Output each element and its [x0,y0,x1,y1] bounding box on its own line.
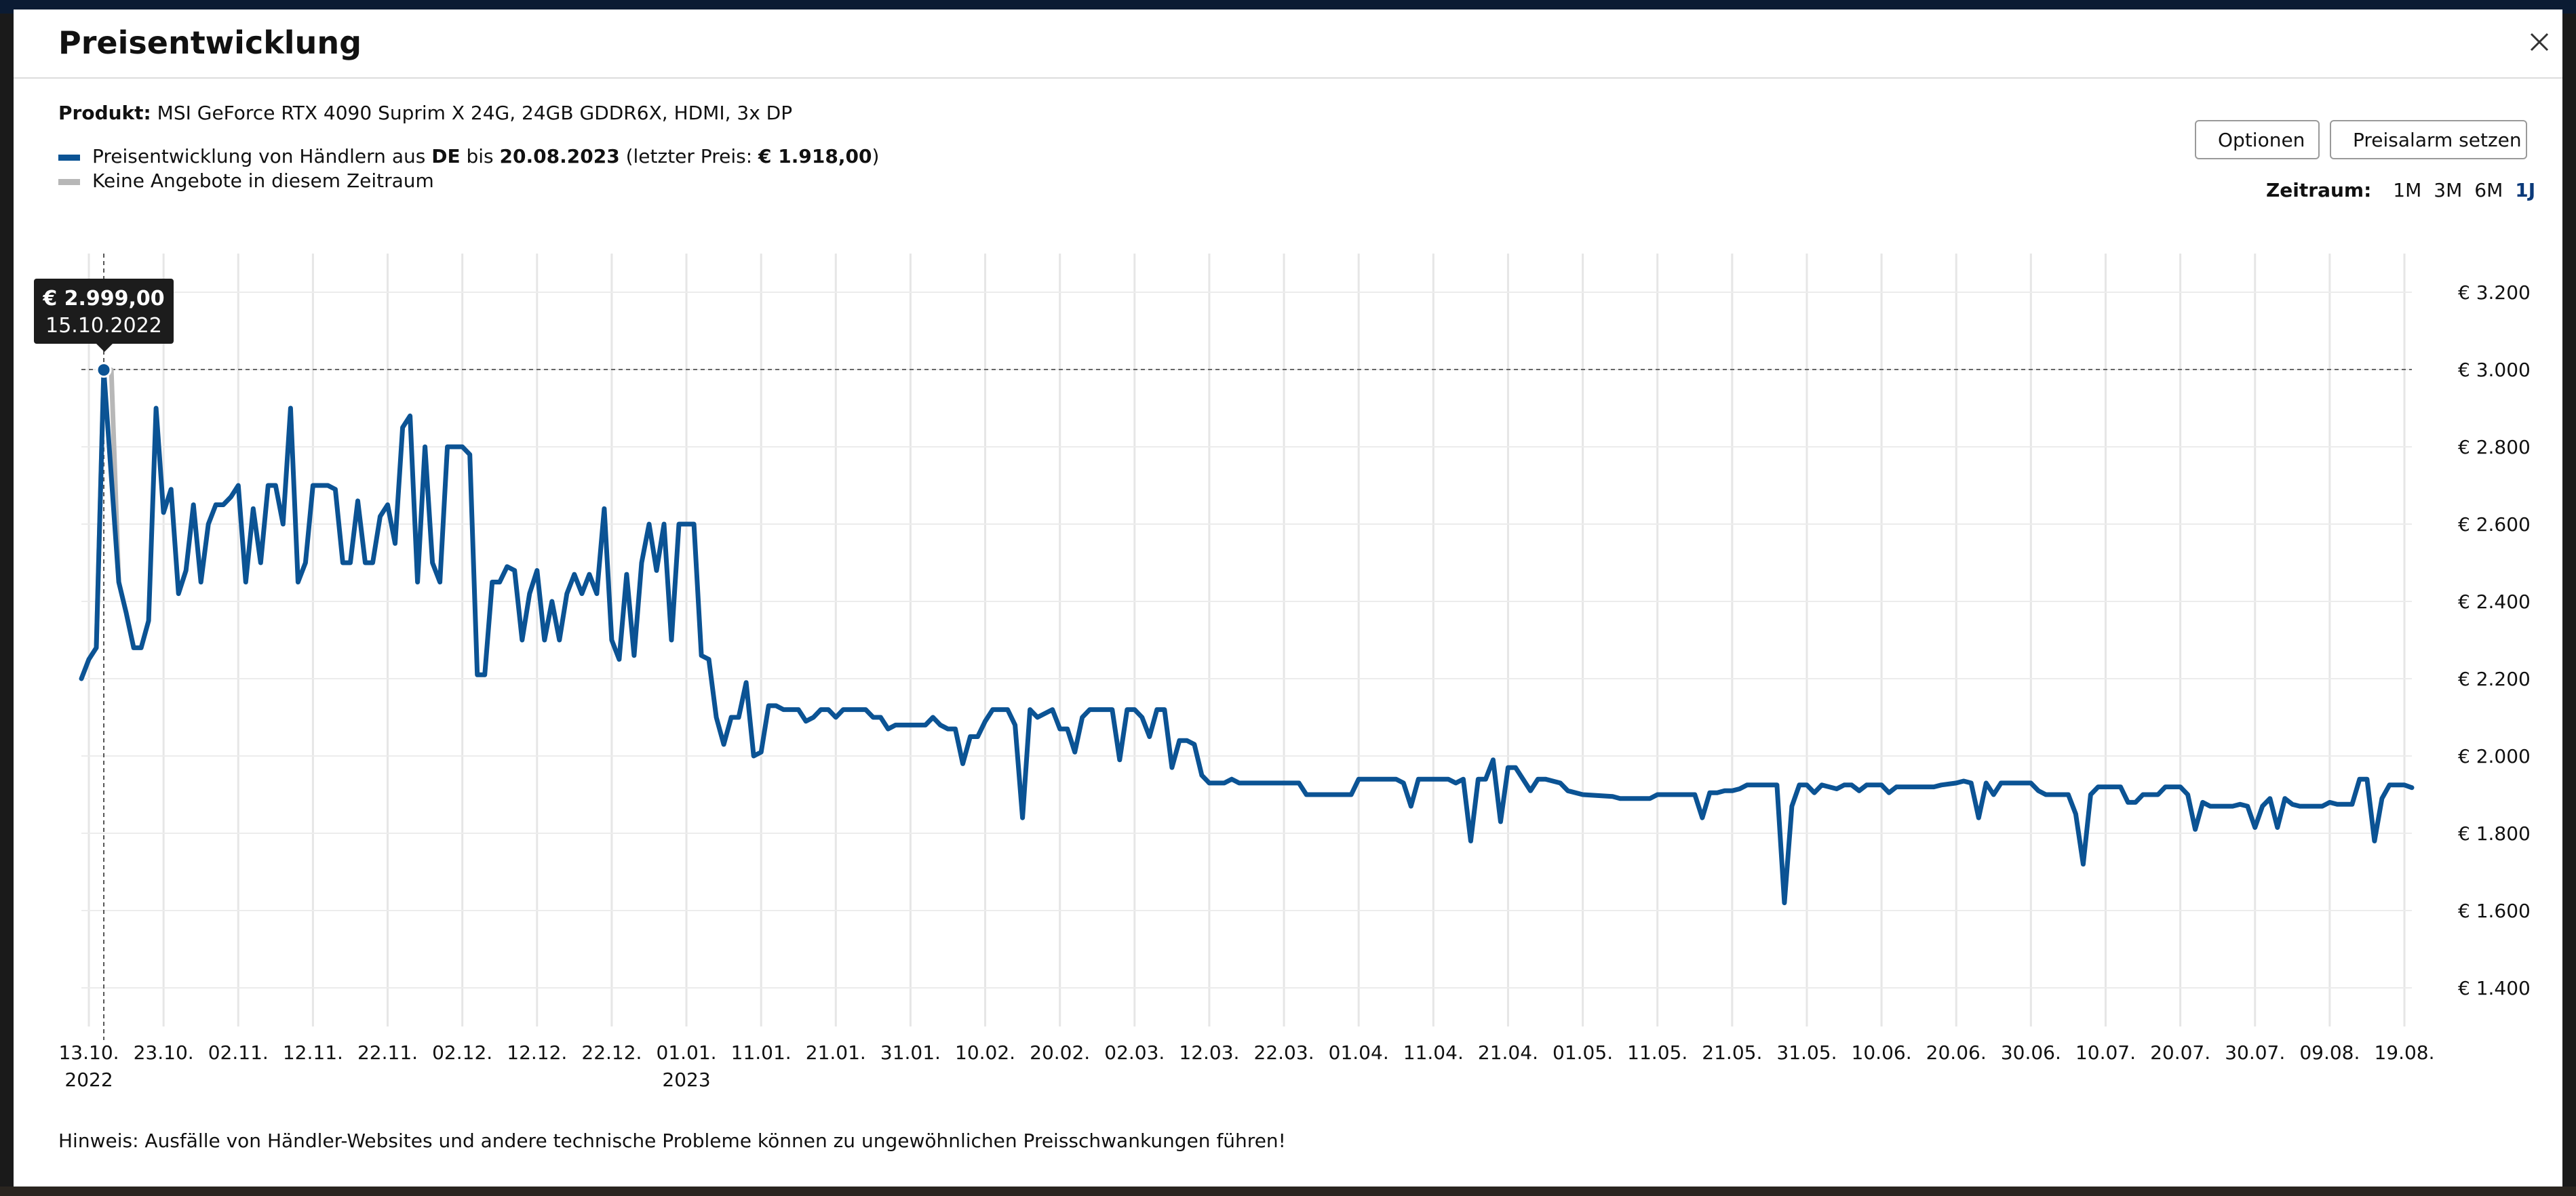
x-tick-label: 11.01. [731,1041,792,1064]
x-tick-label: 12.03. [1179,1041,1239,1064]
x-tick-label: 23.10. [134,1041,194,1064]
x-tick-label: 30.06. [2001,1041,2061,1064]
legend-last-price: € 1.918,00 [758,145,872,167]
x-tick-label: 31.05. [1776,1041,1837,1064]
x-tick-label: 19.08. [2374,1041,2434,1064]
options-button[interactable]: Optionen [2195,120,2320,159]
price-tooltip: € 2.999,00 15.10.2022 [34,279,174,344]
highlight-point [96,362,112,378]
timerange-label: Zeitraum: [2266,179,2372,201]
price-chart[interactable]: 13.10. 2022 23.10. 02.11. 12.11. 22.11. 02.12.… [14,9,2562,1121]
timerange-1m[interactable]: 1M [2393,179,2422,201]
legend-text: Preisentwicklung von Händlern aus [92,145,432,167]
x-tick-label: 21.04. [1478,1041,1538,1064]
x-tick-label: 02.11. [208,1041,269,1064]
close-button[interactable] [2524,27,2554,57]
legend-text: bis [460,145,500,167]
close-icon [2530,33,2549,52]
x-tick-label: 12.12. [507,1041,567,1064]
x-tick-label: 10.02. [955,1041,1015,1064]
x-tick-label: 10.07. [2075,1041,2136,1064]
x-tick-label: 30.07. [2225,1041,2285,1064]
timerange-selector: Zeitraum: 1M 3M 6M 1J [2266,179,2535,201]
y-tick-label: € 1.400 [2458,977,2531,999]
x-tick-year: 2022 [64,1069,113,1091]
legend-text: (letzter Preis: [619,145,759,167]
tooltip-price: € 2.999,00 [43,287,165,311]
legend-date: 20.08.2023 [499,145,620,167]
timerange-6m[interactable]: 6M [2474,179,2503,201]
x-tick-label: 31.01. [880,1041,941,1064]
y-tick-label: € 3.000 [2458,359,2531,381]
product-name: MSI GeForce RTX 4090 Suprim X 24G, 24GB … [157,102,793,124]
x-tick-label: 13.10. [58,1041,119,1064]
legend-no-offers-text: Keine Angebote in diesem Zeitraum [92,170,434,192]
x-tick-label: 21.05. [1702,1041,1762,1064]
x-tick-label: 21.01. [806,1041,866,1064]
x-tick-label: 22.12. [581,1041,642,1064]
legend-no-offers-swatch [58,178,80,185]
alarm-label: Preisalarm setzen [2353,128,2522,151]
product-label: Produkt: [58,102,151,124]
legend-series-swatch [58,154,80,161]
price-series-line [79,367,2415,906]
x-tick-label: 22.03. [1254,1041,1314,1064]
y-tick-label: € 2.400 [2458,591,2531,613]
y-tick-label: € 3.200 [2458,281,2531,304]
x-tick-label: 12.11. [283,1041,343,1064]
y-tick-label: € 1.800 [2458,822,2531,845]
legend-series: Preisentwicklung von Händlern aus DE bis… [58,145,879,167]
x-tick-label: 01.05. [1553,1041,1613,1064]
x-tick-year: 2023 [662,1069,710,1091]
x-tick-label: 02.03. [1104,1041,1165,1064]
y-tick-label: € 2.600 [2458,513,2531,536]
set-price-alert-button[interactable]: Preisalarm setzen [2330,120,2527,159]
options-label: Optionen [2218,128,2305,151]
timerange-1y[interactable]: 1J [2515,179,2536,201]
legend-country: DE [431,145,461,167]
x-tick-label: 10.06. [1852,1041,1912,1064]
legend-no-offers: Keine Angebote in diesem Zeitraum [58,170,434,192]
y-tick-label: € 2.200 [2458,668,2531,690]
price-history-modal: Preisentwicklung Produkt: MSI GeForce RT… [14,9,2562,1187]
product-line: Produkt: MSI GeForce RTX 4090 Suprim X 2… [58,102,792,124]
x-tick-label: 20.07. [2150,1041,2210,1064]
y-tick-label: € 2.800 [2458,436,2531,458]
x-tick-label: 01.01. [657,1041,717,1064]
timerange-3m[interactable]: 3M [2434,179,2463,201]
x-tick-label: 01.04. [1329,1041,1389,1064]
x-tick-label: 11.05. [1627,1041,1687,1064]
x-tick-label: 22.11. [357,1041,418,1064]
x-tick-label: 20.06. [1926,1041,1987,1064]
modal-header: Preisentwicklung [14,9,2562,79]
x-tick-label: 20.02. [1030,1041,1090,1064]
hint-text: Hinweis: Ausfälle von Händler-Websites u… [58,1130,1286,1152]
x-tick-label: 02.12. [432,1041,492,1064]
legend-text: ) [872,145,880,167]
tooltip-arrow [96,344,113,352]
page-backdrop-bottom [0,1187,2576,1196]
modal-title: Preisentwicklung [58,24,362,61]
tooltip-date: 15.10.2022 [45,314,162,338]
x-tick-label: 09.08. [2299,1041,2360,1064]
y-tick-label: € 2.000 [2458,745,2531,768]
x-tick-label: 11.04. [1403,1041,1464,1064]
y-tick-label: € 1.600 [2458,900,2531,922]
